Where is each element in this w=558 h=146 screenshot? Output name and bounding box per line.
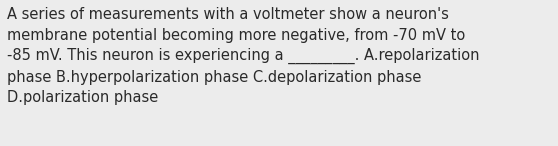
Text: A series of measurements with a voltmeter show a neuron's
membrane potential bec: A series of measurements with a voltmete…: [7, 7, 480, 105]
